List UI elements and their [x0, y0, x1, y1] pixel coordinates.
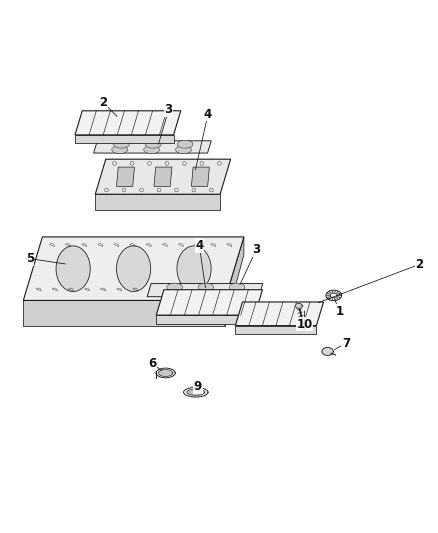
Polygon shape — [177, 140, 193, 148]
Polygon shape — [113, 140, 129, 148]
Text: 3: 3 — [252, 244, 260, 256]
Polygon shape — [167, 283, 182, 292]
Polygon shape — [117, 167, 134, 187]
Polygon shape — [156, 290, 262, 315]
Polygon shape — [56, 246, 90, 292]
Text: 4: 4 — [204, 108, 212, 120]
Polygon shape — [235, 302, 324, 326]
Text: 3: 3 — [165, 103, 173, 116]
Polygon shape — [147, 284, 263, 297]
Polygon shape — [330, 293, 337, 297]
Polygon shape — [198, 283, 214, 292]
Polygon shape — [144, 146, 159, 154]
Polygon shape — [165, 289, 180, 297]
Polygon shape — [184, 387, 208, 397]
Polygon shape — [176, 146, 191, 154]
Polygon shape — [95, 194, 220, 210]
Text: 10: 10 — [296, 318, 313, 331]
Polygon shape — [295, 304, 303, 308]
Text: 2: 2 — [99, 96, 107, 109]
Polygon shape — [196, 289, 212, 297]
Text: 5: 5 — [26, 252, 34, 265]
Polygon shape — [230, 283, 245, 292]
Text: 4: 4 — [195, 239, 203, 252]
Polygon shape — [156, 315, 255, 324]
Polygon shape — [154, 167, 172, 187]
Polygon shape — [187, 389, 205, 395]
Polygon shape — [326, 290, 342, 301]
Text: 2: 2 — [416, 258, 424, 271]
Polygon shape — [235, 326, 316, 334]
Text: 7: 7 — [342, 337, 350, 350]
Polygon shape — [117, 246, 151, 292]
Polygon shape — [23, 301, 225, 326]
Polygon shape — [112, 146, 128, 154]
Polygon shape — [23, 237, 244, 301]
Polygon shape — [95, 159, 230, 194]
Polygon shape — [145, 140, 161, 148]
Polygon shape — [191, 167, 209, 187]
Polygon shape — [228, 289, 243, 297]
Polygon shape — [159, 369, 173, 376]
Polygon shape — [177, 246, 211, 292]
Text: 9: 9 — [194, 381, 202, 393]
Text: 1: 1 — [336, 305, 343, 318]
Polygon shape — [75, 111, 181, 135]
Polygon shape — [156, 368, 175, 378]
Polygon shape — [322, 348, 333, 356]
Polygon shape — [225, 237, 244, 326]
Polygon shape — [75, 135, 173, 143]
Text: 6: 6 — [148, 357, 156, 370]
Polygon shape — [94, 141, 211, 153]
